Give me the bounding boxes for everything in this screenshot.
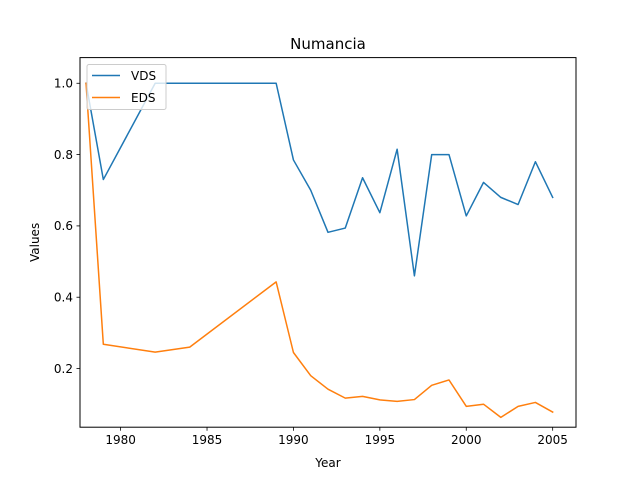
y-axis: 0.2 0.4 0.6 0.8 1.0	[54, 77, 80, 376]
legend-label-vds: VDS	[131, 69, 156, 83]
chart-title: Numancia	[290, 35, 366, 53]
x-tick-label: 1985	[192, 433, 223, 447]
x-axis: 1980 1985 1990 1995 2000 2005	[105, 427, 568, 447]
series-line-eds	[85, 82, 554, 419]
x-axis-label: Year	[314, 456, 340, 470]
x-tick-label: 2000	[451, 433, 482, 447]
x-tick-label: 1995	[365, 433, 396, 447]
axes-frame	[79, 57, 577, 428]
y-tick-label: 0.4	[54, 291, 73, 305]
series-line-vds	[85, 82, 554, 277]
y-tick-label: 0.8	[54, 148, 73, 162]
legend: VDS EDS	[86, 64, 167, 110]
y-tick-label: 0.2	[54, 362, 73, 376]
y-axis-label: Values	[28, 223, 42, 262]
legend-label-eds: EDS	[131, 91, 155, 105]
plot-area	[85, 82, 554, 419]
x-tick-label: 2005	[537, 433, 568, 447]
x-tick-label: 1980	[105, 433, 136, 447]
y-tick-label: 0.6	[54, 219, 73, 233]
y-tick-label: 1.0	[54, 77, 73, 91]
x-tick-label: 1990	[278, 433, 309, 447]
